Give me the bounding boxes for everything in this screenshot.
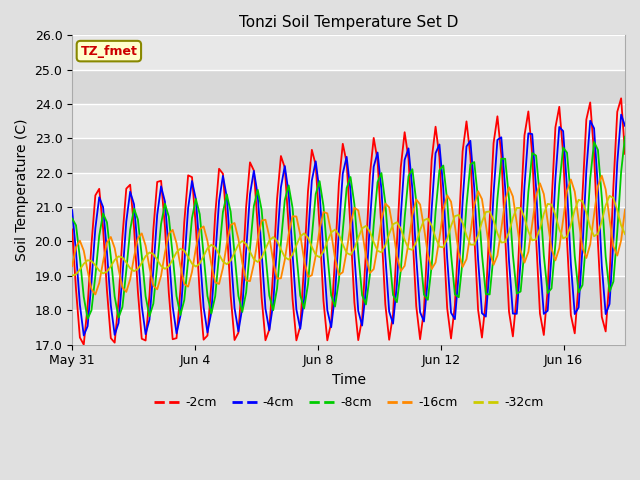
Bar (72, 241, 625, 276)
Title: Tonzi Soil Temperature Set D: Tonzi Soil Temperature Set D (239, 15, 458, 30)
Bar (72, 207, 625, 241)
Bar (72, 36, 625, 70)
Bar (72, 310, 625, 345)
Bar (72, 276, 625, 310)
X-axis label: Time: Time (332, 373, 365, 387)
Bar (72, 70, 625, 104)
Bar (72, 173, 625, 207)
Bar (72, 104, 625, 138)
Legend: -2cm, -4cm, -8cm, -16cm, -32cm: -2cm, -4cm, -8cm, -16cm, -32cm (148, 391, 548, 414)
Text: TZ_fmet: TZ_fmet (81, 45, 138, 58)
Bar (72, 138, 625, 173)
Y-axis label: Soil Temperature (C): Soil Temperature (C) (15, 119, 29, 261)
